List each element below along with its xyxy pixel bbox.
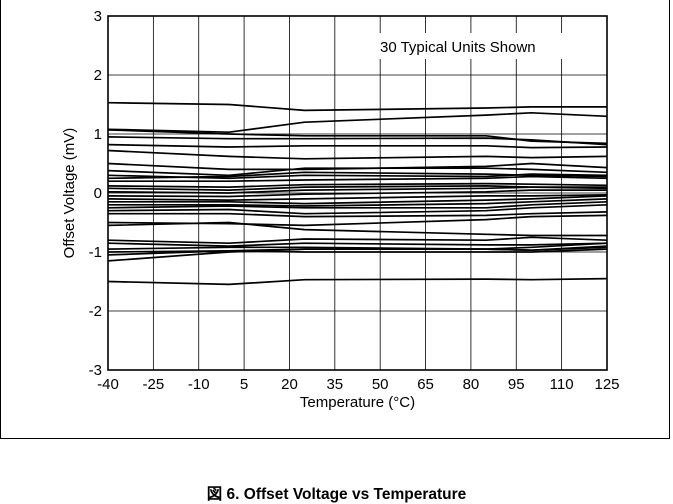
x-tick-label: 95 — [508, 376, 525, 393]
unit-line-8 — [107, 167, 608, 177]
unit-line-9 — [107, 173, 608, 180]
y-tick-label: 3 — [94, 8, 102, 25]
unit-line-28 — [107, 246, 608, 262]
y-tick-label: 2 — [94, 67, 102, 84]
x-tick-labels: -40 -25 -10 5 20 35 50 65 80 95 110 125 — [97, 376, 619, 393]
unit-line-25 — [107, 242, 608, 250]
unit-line-19 — [107, 203, 608, 215]
unit-line-6 — [107, 149, 608, 160]
figure-frame — [0, 0, 670, 439]
unit-line-1 — [107, 101, 607, 112]
y-tick-label: -3 — [89, 362, 102, 379]
unit-line-18 — [107, 200, 608, 209]
x-tick-label: 80 — [463, 376, 480, 393]
annotation-background — [370, 33, 600, 59]
unit-line-27 — [107, 248, 608, 256]
annotation-label: 30 Typical Units Shown — [380, 39, 536, 56]
x-tick-label: -10 — [188, 376, 210, 393]
y-tick-label: -2 — [89, 303, 102, 320]
unit-line-15 — [107, 193, 608, 201]
x-tick-label: 35 — [326, 376, 343, 393]
series-lines — [107, 101, 608, 286]
unit-line-29 — [107, 277, 608, 286]
y-tick-label: 0 — [94, 185, 102, 202]
unit-line-4 — [107, 136, 608, 146]
unit-line-17 — [108, 198, 608, 207]
x-tick-label: 20 — [281, 376, 298, 393]
unit-line-10 — [108, 175, 608, 183]
unit-line-14 — [107, 189, 607, 198]
unit-line-5 — [107, 143, 608, 149]
unit-line-2 — [107, 111, 608, 134]
x-tick-label: 110 — [550, 376, 574, 393]
unit-line-3 — [107, 129, 608, 145]
plot-border — [107, 15, 608, 371]
y-tick-label: -1 — [89, 244, 102, 261]
y-tick-label: 1 — [94, 126, 102, 143]
unit-line-23 — [107, 236, 608, 245]
unit-line-16 — [108, 195, 608, 205]
x-tick-label: -25 — [143, 376, 165, 393]
unit-line-30 — [107, 171, 608, 180]
x-tick-label: 65 — [417, 376, 434, 393]
figure-caption: 図 6. Offset Voltage vs Temperature — [206, 486, 467, 503]
unit-line-22 — [107, 221, 607, 237]
unit-line-11 — [107, 182, 608, 188]
x-tick-label: 50 — [372, 376, 389, 393]
x-tick-label: 125 — [594, 376, 619, 393]
unit-line-20 — [108, 211, 608, 218]
y-axis-label: Offset Voltage (mV) — [61, 128, 78, 259]
x-axis-label: Temperature (°C) — [300, 394, 415, 411]
x-tick-label: 5 — [240, 376, 248, 393]
unit-line-24 — [107, 242, 608, 247]
y-tick-labels: -3 -2 -1 0 1 2 3 — [89, 8, 102, 379]
unit-line-13 — [107, 186, 607, 194]
x-tick-label: -40 — [97, 376, 119, 393]
